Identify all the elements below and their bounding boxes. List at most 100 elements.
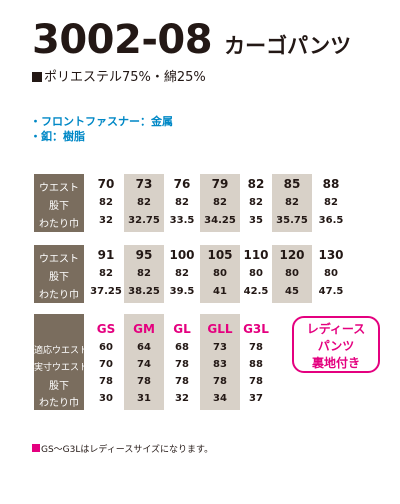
- size-column: 82 82 35: [240, 174, 272, 232]
- fit-waist-value: 78: [249, 342, 263, 353]
- size-column: 95 82 38.25: [124, 245, 164, 303]
- inseam-value: 82: [175, 268, 189, 279]
- waist-value: 70: [97, 177, 115, 191]
- waist-value: 110: [243, 248, 269, 262]
- badge-line-2: パンツ: [317, 339, 355, 353]
- row-label-inseam: 股下: [49, 272, 69, 283]
- size-column: 100 82 39.5: [164, 245, 200, 303]
- badge-line-1: レディース: [306, 322, 366, 336]
- footnote-text: GS〜G3Lはレディースサイズになります。: [41, 445, 214, 455]
- waist-value: 105: [207, 248, 233, 262]
- waist-value: 79: [211, 177, 229, 191]
- waist-value: 95: [135, 248, 153, 262]
- actual-waist-value: 74: [137, 359, 151, 370]
- material-line: ポリエステル75%・綿25%: [32, 66, 206, 85]
- waist-value: 120: [279, 248, 305, 262]
- inseam-value: 78: [175, 376, 189, 387]
- inseam-value: 78: [137, 376, 151, 387]
- row-label-inseam: 股下: [49, 201, 69, 212]
- inseam-value: 78: [249, 376, 263, 387]
- thigh-value: 39.5: [169, 286, 195, 297]
- waist-value: 100: [169, 248, 195, 262]
- table-header-column: ウエスト 股下 わたり巾: [34, 174, 84, 232]
- feature-zipper: ・フロントファスナー：金属: [30, 115, 173, 128]
- size-label: G3L: [243, 322, 269, 336]
- product-name: カーゴパンツ: [224, 34, 352, 58]
- size-column: 76 82 33.5: [164, 174, 200, 232]
- inseam-value: 82: [213, 197, 227, 208]
- thigh-value: 37: [249, 393, 263, 404]
- thigh-value: 32.75: [128, 215, 160, 226]
- size-label: GL: [173, 322, 191, 336]
- row-label-thigh: わたり巾: [39, 398, 79, 409]
- thigh-value: 35.75: [276, 215, 308, 226]
- inseam-value: 80: [285, 268, 299, 279]
- square-bullet-icon: [32, 72, 42, 82]
- thigh-value: 34.25: [204, 215, 236, 226]
- fit-waist-value: 68: [175, 342, 189, 353]
- thigh-value: 37.25: [90, 286, 122, 297]
- size-column: 70 82 32: [88, 174, 124, 232]
- size-column: GL 68 78 78 32: [164, 314, 200, 410]
- material-text: ポリエステル75%・綿25%: [44, 70, 206, 85]
- inseam-value: 80: [324, 268, 338, 279]
- thigh-value: 42.5: [243, 286, 269, 297]
- size-column: 130 80 47.5: [312, 245, 350, 303]
- thigh-value: 32: [175, 393, 189, 404]
- footnote: GS〜G3Lはレディースサイズになります。: [32, 442, 213, 455]
- inseam-value: 82: [249, 197, 263, 208]
- inseam-value: 80: [249, 268, 263, 279]
- waist-value: 76: [173, 177, 191, 191]
- inseam-value: 82: [137, 197, 151, 208]
- size-column: 120 80 45: [272, 245, 312, 303]
- size-column: 85 82 35.75: [272, 174, 312, 232]
- title-row: 3002-08 カーゴパンツ: [32, 20, 351, 60]
- thigh-value: 35: [249, 215, 263, 226]
- waist-value: 73: [135, 177, 153, 191]
- size-column: 91 82 37.25: [88, 245, 124, 303]
- waist-value: 82: [247, 177, 265, 191]
- thigh-value: 41: [213, 286, 227, 297]
- size-label: GLL: [207, 322, 233, 336]
- inseam-value: 82: [175, 197, 189, 208]
- size-column: 73 82 32.75: [124, 174, 164, 232]
- waist-value: 91: [97, 248, 115, 262]
- thigh-value: 33.5: [169, 215, 195, 226]
- inseam-value: 82: [324, 197, 338, 208]
- badge-line-3: 裏地付き: [311, 356, 360, 370]
- row-label-thigh: わたり巾: [39, 219, 79, 230]
- thigh-value: 45: [285, 286, 299, 297]
- thigh-value: 31: [137, 393, 151, 404]
- actual-waist-value: 70: [99, 359, 113, 370]
- thigh-value: 38.25: [128, 286, 160, 297]
- inseam-value: 82: [285, 197, 299, 208]
- size-column: 110 80 42.5: [240, 245, 272, 303]
- fit-waist-value: 60: [99, 342, 113, 353]
- size-column: 105 80 41: [200, 245, 240, 303]
- fit-waist-value: 73: [213, 342, 227, 353]
- pink-square-bullet-icon: [32, 444, 40, 452]
- thigh-value: 34: [213, 393, 227, 404]
- row-label-waist: ウエスト: [39, 183, 79, 194]
- row-label-thigh: わたり巾: [39, 290, 79, 301]
- feature-button: ・釦：樹脂: [30, 130, 85, 143]
- size-label: GM: [133, 322, 155, 336]
- waist-value: 85: [283, 177, 301, 191]
- inseam-value: 78: [99, 376, 113, 387]
- inseam-value: 82: [99, 268, 113, 279]
- waist-value: 130: [318, 248, 344, 262]
- size-column: 88 82 36.5: [312, 174, 350, 232]
- thigh-value: 36.5: [318, 215, 344, 226]
- size-column: G3L 78 88 78 37: [240, 314, 272, 410]
- table-header-column: ウエスト 股下 わたり巾: [34, 245, 84, 303]
- size-column: GLL 73 83 78 34: [200, 314, 240, 410]
- fit-waist-value: 64: [137, 342, 151, 353]
- ladies-pants-badge: レディース パンツ 裏地付き: [292, 316, 380, 373]
- size-column: GS 60 70 78 30: [88, 314, 124, 410]
- row-label-waist: ウエスト: [39, 254, 79, 265]
- inseam-value: 82: [99, 197, 113, 208]
- thigh-value: 30: [99, 393, 113, 404]
- inseam-value: 82: [137, 268, 151, 279]
- size-column: 79 82 34.25: [200, 174, 240, 232]
- row-label-fit-waist: 適応ウエスト: [34, 346, 89, 356]
